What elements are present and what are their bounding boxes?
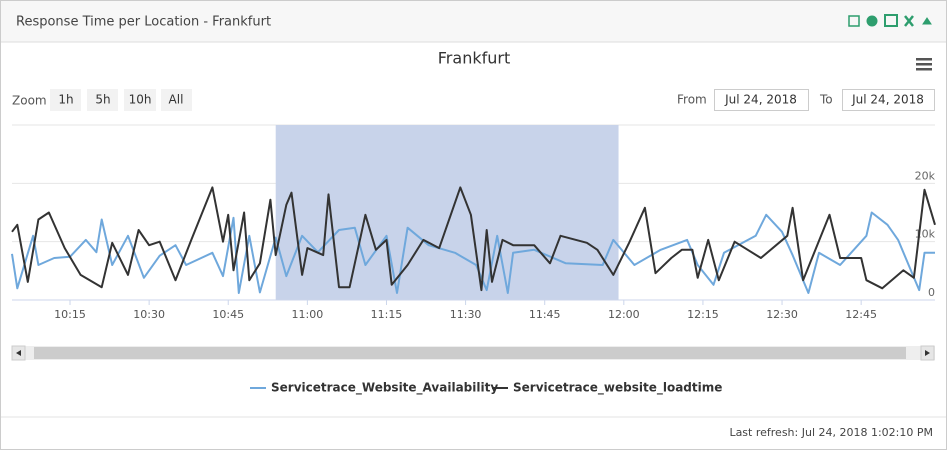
zoom-button[interactable] xyxy=(161,89,192,111)
scroll-right-arrow[interactable] xyxy=(925,350,930,356)
zoom-button[interactable] xyxy=(124,89,156,111)
zoom-button-label[interactable]: All xyxy=(169,93,184,107)
to-label: To xyxy=(819,93,833,107)
zoom-label: Zoom xyxy=(12,94,47,108)
zoom-button-label[interactable]: 1h xyxy=(58,93,73,107)
widget-header xyxy=(1,1,946,42)
zoom-button-label[interactable]: 5h xyxy=(95,93,110,107)
selection-band xyxy=(275,125,619,300)
last-refresh: Last refresh: Jul 24, 2018 1:02:10 PM xyxy=(729,426,933,439)
collapse-icon[interactable] xyxy=(922,17,932,25)
to-input[interactable] xyxy=(842,89,935,111)
widget-title: Response Time per Location - Frankfurt xyxy=(16,15,271,30)
x-tick-label: 12:30 xyxy=(766,308,798,321)
x-tick-label: 10:15 xyxy=(54,308,86,321)
series-line xyxy=(11,186,936,292)
legend-label: Servicetrace_Website_Availability xyxy=(271,381,498,396)
x-tick-label: 10:30 xyxy=(133,308,165,321)
open-icon[interactable] xyxy=(848,15,860,27)
scroll-left-arrow[interactable] xyxy=(16,350,21,356)
from-input[interactable] xyxy=(714,89,809,111)
header-icons[interactable] xyxy=(848,14,932,27)
zoom-button[interactable] xyxy=(50,89,81,111)
menu-bar[interactable] xyxy=(916,68,932,71)
x-tick-label: 11:30 xyxy=(450,308,482,321)
from-date[interactable]: Jul 24, 2018 xyxy=(724,93,797,107)
from-label: From xyxy=(677,93,707,107)
x-tick-label: 11:15 xyxy=(371,308,403,321)
close-icon[interactable] xyxy=(904,15,914,27)
legend-label: Servicetrace_website_loadtime xyxy=(513,381,722,396)
x-tick-label: 11:00 xyxy=(292,308,324,321)
x-tick-label: 10:45 xyxy=(212,308,244,321)
zoom-button-label[interactable]: 10h xyxy=(129,93,152,107)
to-date[interactable]: Jul 24, 2018 xyxy=(851,93,924,107)
scrollbar-thumb[interactable] xyxy=(34,347,906,359)
x-tick-label: 11:45 xyxy=(529,308,561,321)
maximize-icon[interactable] xyxy=(884,14,898,27)
zoom-button[interactable] xyxy=(87,89,118,111)
y-tick-label: 0 xyxy=(928,286,935,299)
x-tick-label: 12:15 xyxy=(687,308,719,321)
menu-bar[interactable] xyxy=(916,58,932,61)
legend: Servicetrace_Website_Availability Service… xyxy=(250,381,722,396)
x-tick-label: 12:45 xyxy=(845,308,877,321)
chart-title: Frankfurt xyxy=(438,49,510,68)
x-tick-label: 12:00 xyxy=(608,308,640,321)
series-line xyxy=(11,211,935,294)
settings-icon[interactable] xyxy=(866,15,878,27)
menu-icon[interactable] xyxy=(916,58,932,71)
y-tick-label: 20k xyxy=(915,169,936,182)
menu-bar[interactable] xyxy=(916,63,932,66)
